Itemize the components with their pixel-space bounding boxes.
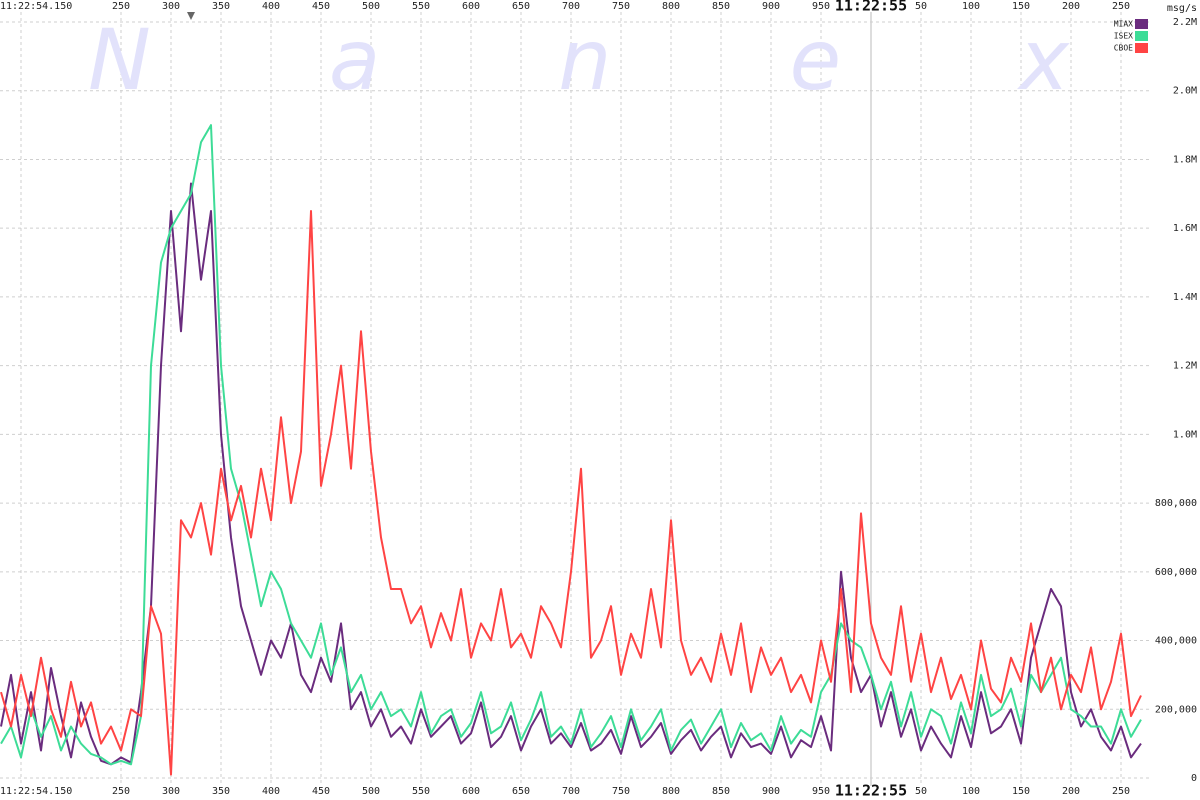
y-tick-label: 1.4M bbox=[1173, 292, 1197, 303]
y-tick-label: 1.6M bbox=[1173, 223, 1197, 234]
x-tick-label-top: 950 bbox=[812, 1, 830, 12]
x-tick-label-bottom: 850 bbox=[712, 786, 730, 797]
y-tick-label: 800,000 bbox=[1155, 498, 1197, 509]
x-tick-label-top: 400 bbox=[262, 1, 280, 12]
x-tick-label-bottom: 400 bbox=[262, 786, 280, 797]
x-tick-label-bottom: 100 bbox=[962, 786, 980, 797]
x-tick-label-bottom: 950 bbox=[812, 786, 830, 797]
x-tick-label-top: 100 bbox=[962, 1, 980, 12]
x-tick-label-bottom: 750 bbox=[612, 786, 630, 797]
x-tick-label-top: 50 bbox=[915, 1, 927, 12]
marker-triangle bbox=[187, 12, 195, 20]
x-tick-label-top: 500 bbox=[362, 1, 380, 12]
legend-swatch bbox=[1135, 31, 1148, 41]
watermark: Nanex bbox=[88, 11, 1200, 109]
x-tick-label-bottom: 600 bbox=[462, 786, 480, 797]
x-tick-label-top: 11:22:54.150 bbox=[0, 1, 72, 12]
legend-label: MIAX bbox=[1114, 20, 1133, 29]
x-tick-label-top: 150 bbox=[1012, 1, 1030, 12]
x-tick-label-top: 350 bbox=[212, 1, 230, 12]
legend-label: CBOE bbox=[1114, 44, 1133, 53]
x-tick-label-top: 700 bbox=[562, 1, 580, 12]
x-tick-label-top: 250 bbox=[112, 1, 130, 12]
x-tick-label-bottom: 450 bbox=[312, 786, 330, 797]
legend-swatch bbox=[1135, 19, 1148, 29]
x-tick-label-bottom: 300 bbox=[162, 786, 180, 797]
grid bbox=[0, 12, 1150, 786]
y-tick-label: 1.2M bbox=[1173, 361, 1197, 372]
y-tick-label: 2.0M bbox=[1173, 86, 1197, 97]
x-tick-label-bottom: 11:22:54.150 bbox=[0, 786, 72, 797]
y-unit: msg/s bbox=[1167, 3, 1197, 14]
y-tick-label: 200,000 bbox=[1155, 704, 1197, 715]
x-tick-label-bottom: 200 bbox=[1062, 786, 1080, 797]
x-tick-label-top: 650 bbox=[512, 1, 530, 12]
x-tick-label-top: 900 bbox=[762, 1, 780, 12]
x-tick-label-bottom: 350 bbox=[212, 786, 230, 797]
y-tick-label: 0 bbox=[1191, 773, 1197, 784]
y-tick-label: 600,000 bbox=[1155, 567, 1197, 578]
x-tick-label-bottom: 150 bbox=[1012, 786, 1030, 797]
series-line bbox=[0, 124, 1142, 766]
y-tick-label: 1.0M bbox=[1173, 429, 1197, 440]
series-line bbox=[0, 210, 1142, 776]
y-tick-label: 1.8M bbox=[1173, 154, 1197, 165]
x-tick-label-bottom: 650 bbox=[512, 786, 530, 797]
x-tick-label-top: 300 bbox=[162, 1, 180, 12]
x-tick-label-bottom: 11:22:55 bbox=[835, 782, 907, 800]
x-tick-label-top: 200 bbox=[1062, 1, 1080, 12]
x-tick-label-bottom: 900 bbox=[762, 786, 780, 797]
x-tick-label-bottom: 700 bbox=[562, 786, 580, 797]
x-tick-label-bottom: 800 bbox=[662, 786, 680, 797]
lines bbox=[0, 124, 1142, 776]
y-tick-label: 400,000 bbox=[1155, 636, 1197, 647]
x-tick-label-top: 450 bbox=[312, 1, 330, 12]
x-tick-label-top: 11:22:55 bbox=[835, 0, 907, 15]
x-tick-label-bottom: 250 bbox=[112, 786, 130, 797]
x-tick-label-top: 800 bbox=[662, 1, 680, 12]
legend-swatch bbox=[1135, 43, 1148, 53]
x-tick-label-top: 550 bbox=[412, 1, 430, 12]
series-line bbox=[0, 182, 1142, 766]
x-tick-label-bottom: 550 bbox=[412, 786, 430, 797]
legend-label: ISEX bbox=[1114, 32, 1133, 41]
x-tick-label-bottom: 500 bbox=[362, 786, 380, 797]
x-tick-label-top: 600 bbox=[462, 1, 480, 12]
y-tick-label: 2.2M bbox=[1173, 17, 1197, 28]
x-tick-label-top: 250 bbox=[1112, 1, 1130, 12]
x-tick-label-bottom: 250 bbox=[1112, 786, 1130, 797]
x-tick-label-top: 750 bbox=[612, 1, 630, 12]
x-tick-label-top: 850 bbox=[712, 1, 730, 12]
x-tick-label-bottom: 50 bbox=[915, 786, 927, 797]
